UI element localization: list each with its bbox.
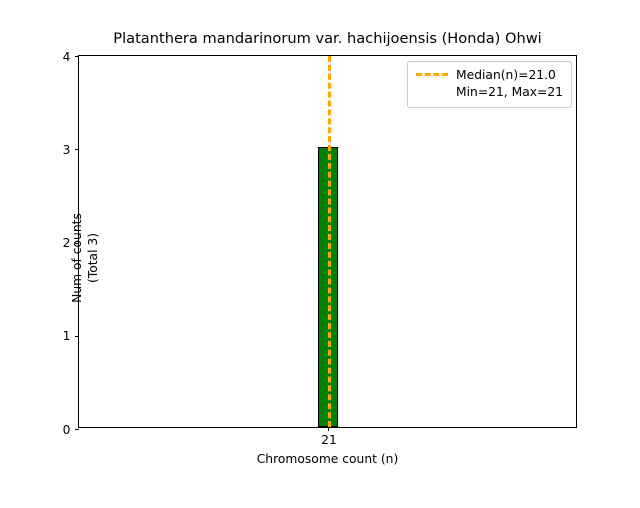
- legend: Median(n)=21.0 Min=21, Max=21: [407, 61, 572, 108]
- legend-dashed-line-icon: [416, 73, 449, 76]
- y-tick-0: 0: [63, 423, 79, 437]
- y-tick-label-3: 3: [62, 142, 71, 157]
- y-axis-label-line-1: Num of counts: [70, 213, 84, 303]
- legend-label-median: Median(n)=21.0: [456, 68, 556, 82]
- y-tick-4: 4: [63, 50, 79, 64]
- y-tick-2: 2: [63, 236, 79, 250]
- plot-area: Num of counts (Total 3) 0 1 2 3 4 21: [63, 50, 577, 447]
- legend-label-minmax: Min=21, Max=21: [456, 85, 563, 99]
- legend-entry-median: Median(n)=21.0 Min=21, Max=21: [456, 67, 563, 101]
- y-axis-label: Num of counts (Total 3): [69, 8, 101, 508]
- y-tick-3: 3: [63, 143, 79, 157]
- y-tick-label-1: 1: [62, 329, 71, 344]
- median-line: [328, 56, 331, 427]
- x-tick-label-21: 21: [321, 433, 337, 447]
- y-tick-label-4: 4: [62, 49, 71, 64]
- x-tick-21: 21: [321, 427, 337, 447]
- x-axis-label: Chromosome count (n): [256, 452, 399, 466]
- y-tick-label-2: 2: [62, 236, 71, 250]
- chart-title: Platanthera mandarinorum var. hachijoens…: [113, 30, 542, 47]
- y-tick-1: 1: [63, 329, 79, 343]
- chart-figure: Platanthera mandarinorum var. hachijoens…: [62, 30, 577, 466]
- y-tick-label-0: 0: [62, 422, 71, 437]
- y-axis-label-line-2: (Total 3): [86, 232, 100, 284]
